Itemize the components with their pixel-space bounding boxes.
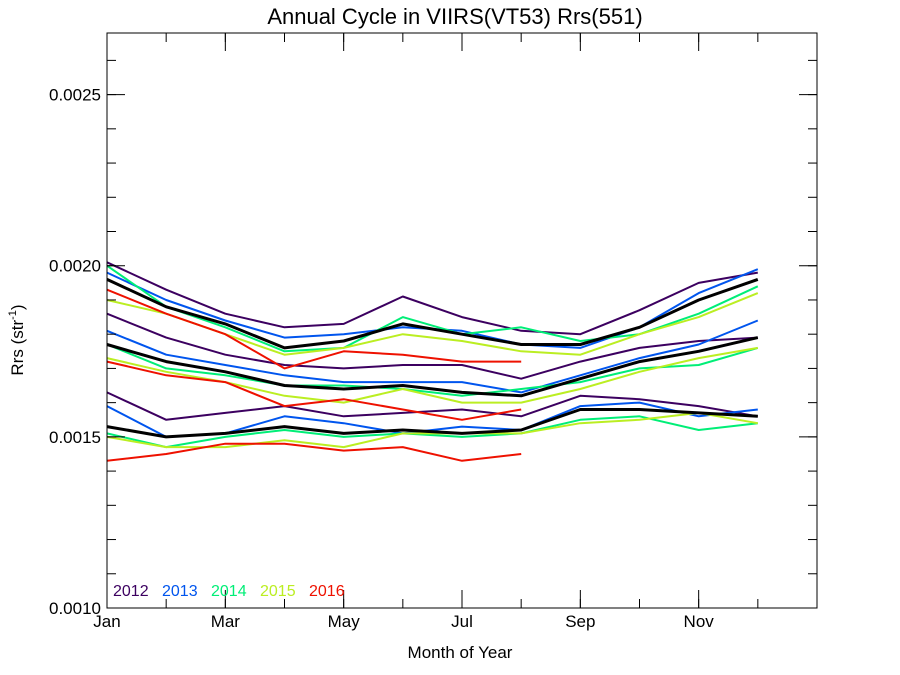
series-line-18 [106, 408, 758, 439]
series-line-11 [106, 346, 758, 404]
series-line-3 [106, 391, 758, 421]
series-line-1 [106, 261, 758, 336]
series-line-16 [106, 277, 759, 350]
y-axis-label-end: ) [8, 304, 27, 310]
series-line-12 [106, 411, 758, 449]
legend-entry-2015: 2015 [260, 583, 296, 600]
x-axis-label: Month of Year [408, 643, 513, 662]
series-line-8 [106, 343, 759, 397]
legend-entry-2013: 2013 [162, 583, 198, 600]
chart-title: Annual Cycle in VIIRS(VT53) Rrs(551) [267, 4, 642, 29]
y-axis-label-superscript: -1 [7, 310, 19, 320]
series-layer [106, 261, 759, 462]
legend: 2012 2013 2014 2015 2016 [113, 583, 345, 600]
legend-entry-2014: 2014 [211, 583, 247, 600]
x-tick-label: Sep [565, 612, 595, 631]
y-tick-label: 0.0015 [49, 428, 101, 447]
y-axis-label: Rrs (str-1) [7, 304, 27, 375]
series-line-14 [106, 360, 522, 421]
y-tick-label: 0.0025 [49, 86, 101, 105]
ticks-layer: 0.0010 0.0015 0.0020 0.0025 Jan Mar May Jul Sep N… [49, 33, 818, 631]
x-tick-label: Mar [211, 612, 241, 631]
series-line-13 [106, 288, 522, 370]
legend-entry-2012: 2012 [113, 583, 149, 600]
x-tick-label: Jul [451, 612, 473, 631]
series-line-15 [106, 442, 522, 462]
y-axis-label-base: Rrs (str [8, 320, 27, 376]
series-line-4 [106, 268, 759, 349]
legend-entry-2016: 2016 [309, 583, 345, 600]
y-tick-label: 0.0010 [49, 599, 101, 618]
y-tick-label: 0.0020 [49, 257, 101, 276]
x-tick-label: May [328, 612, 361, 631]
series-line-5 [106, 319, 759, 394]
x-tick-label: Jan [93, 612, 120, 631]
series-line-17 [106, 336, 759, 398]
x-tick-label: Nov [684, 612, 715, 631]
series-line-2 [106, 312, 758, 380]
